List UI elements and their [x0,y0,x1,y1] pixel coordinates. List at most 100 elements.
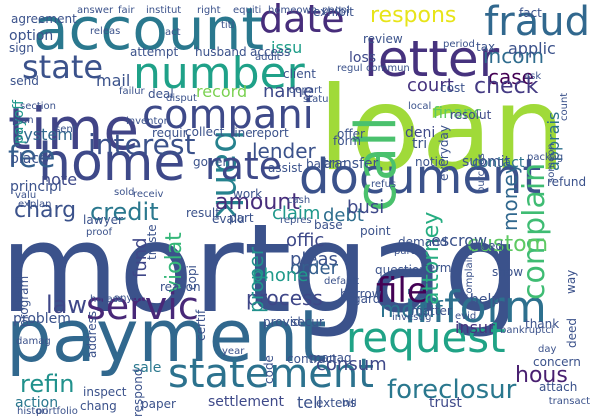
cloud-word: harass [90,294,124,305]
cloud-word: hous [515,363,568,388]
cloud-word: lawyer [83,213,123,227]
cloud-word: regul [337,63,363,74]
cloud-word: system [15,125,73,144]
cloud-word: busi [347,197,385,218]
cloud-word: document [299,149,542,205]
cloud-word: problem [13,311,71,327]
cloud-word: show [492,265,524,279]
cloud-word: year [222,346,245,357]
cloud-word: fraud [484,0,590,45]
cloud-word: damag [16,336,51,347]
cloud-word: explan [18,199,52,210]
cloud-word: depart [289,85,323,96]
cloud-word: transfer [323,156,379,172]
cloud-word: parti [394,246,418,257]
cloud-word: truste [145,224,159,260]
cloud-word: tri [412,136,428,152]
cloud-word: result [186,206,220,220]
cloud-word: date [259,0,345,41]
cloud-word: record [196,82,248,101]
cloud-word: notic [415,155,445,169]
cloud-word: attach [539,380,578,394]
cloud-word: loss [349,50,377,66]
cloud-word: chang [80,399,117,413]
cloud-word: packag [527,152,564,163]
cloud-word: histori [17,406,49,417]
cloud-word: deed [565,318,579,348]
cloud-word: pleas [290,249,338,270]
cloud-word: section [20,101,57,112]
cloud-word: applic [508,39,556,58]
cloud-word: homeown [268,5,317,16]
cloud-word: manag [310,351,352,365]
cloud-word: sent [55,124,77,135]
cloud-word: request [346,313,506,362]
cloud-word: resolut [450,108,492,122]
cloud-word: answer [77,5,114,16]
cloud-word: inspect [83,385,127,399]
cloud-word: case [488,65,534,89]
cloud-word: transact [548,396,590,407]
cloud-word: note [41,170,78,189]
cloud-word: sold [114,187,135,198]
cloud-word: credit [90,198,159,226]
cloud-word: claim [272,203,321,224]
cloud-word: peopl [322,5,350,16]
cloud-word: paper [141,397,176,411]
cloud-word: copi [185,265,199,290]
cloud-word: order [290,258,338,279]
cloud-word: foreclosur [387,375,517,405]
cloud-word: evid [455,311,477,322]
cloud-word: sale [133,360,162,376]
cloud-word: matter [411,304,452,318]
cloud-word: right [197,5,221,16]
cloud-word: concern [533,355,581,369]
cloud-word: deal [148,87,174,101]
cloud-word: servic [86,284,199,328]
cloud-word: amount [215,190,300,215]
cloud-word: releas [90,26,121,37]
cloud-word: bill [342,398,357,409]
cloud-word: principl [10,179,62,195]
cloud-word: custom [467,232,549,257]
cloud-word: investig [392,312,432,323]
cloud-word: rate [205,144,283,188]
cloud-word: incom [483,44,544,68]
cloud-word: report [252,126,289,140]
cloud-word: complaint [464,249,475,299]
cloud-word: requir [152,126,188,140]
cloud-word: review [363,32,403,46]
cloud-word: refus [371,179,397,190]
cloud-word: collect [185,125,225,139]
cloud-word: fee [8,140,56,175]
cloud-word: loan [318,62,566,197]
cloud-word: state [22,48,104,86]
cloud-word: exhibit [313,5,354,19]
cloud-word: equiti [233,5,262,16]
cloud-word: submit [462,154,511,170]
cloud-word: payment [6,294,327,378]
cloud-word: ask [524,71,542,82]
cloud-word: practic [11,268,25,310]
cloud-word: refin [20,370,75,398]
cloud-word: work [233,187,263,201]
cloud-word: mail [96,71,131,90]
cloud-word: way [564,269,578,294]
cloud-word: statu [303,94,329,105]
cloud-word: agreement [11,12,77,26]
cloud-word: cost [440,81,465,95]
cloud-word: address [85,310,99,358]
cloud-word: portfolio [36,406,78,417]
cloud-word: someon [546,143,557,183]
cloud-word: repres [280,215,312,226]
cloud-word: check [474,74,539,99]
cloud-word: settlement [208,394,285,410]
cloud-word: letter [364,30,500,88]
cloud-word: name [263,81,315,102]
cloud-word: thank [525,317,560,331]
cloud-word: phone [252,265,309,286]
cloud-word: term [423,261,452,275]
cloud-word: inform [404,282,547,333]
cloud-word: trust [429,395,462,411]
